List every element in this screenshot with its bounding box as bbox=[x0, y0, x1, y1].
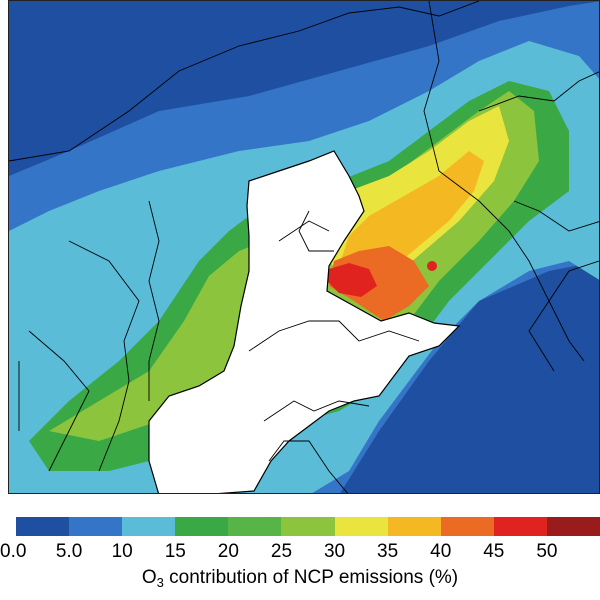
administrative-boundaries bbox=[9, 1, 599, 493]
ozone-contribution-map bbox=[9, 1, 599, 493]
colorbar-tick-label: 5.0 bbox=[55, 541, 83, 562]
colorbar-tick-label: 10 bbox=[111, 541, 133, 562]
band-40-45 bbox=[327, 263, 377, 297]
colorbar-cell bbox=[334, 517, 388, 536]
ncp-masked-region bbox=[148, 150, 461, 493]
colorbar-cell bbox=[228, 517, 282, 536]
colorbar-cell bbox=[281, 517, 335, 536]
colorbar-cell bbox=[122, 517, 176, 536]
colorbar-cell bbox=[16, 517, 70, 536]
colorbar-tick-label: 40 bbox=[430, 541, 452, 562]
colorbar-cell bbox=[387, 517, 441, 536]
colorbar-tick-label: 25 bbox=[270, 541, 293, 562]
colorbar-tick-label: 20 bbox=[217, 541, 239, 562]
colorbar-tick-labels: 0.0 5.0 10 15 20 25 30 35 40 45 50 bbox=[0, 541, 600, 565]
colorbar-cell bbox=[493, 517, 547, 536]
colorbar-cell bbox=[546, 517, 600, 536]
colorbar-tick-label: 35 bbox=[377, 541, 399, 562]
colorbar-title-prefix: O bbox=[141, 567, 157, 588]
colorbar-cell bbox=[175, 517, 229, 536]
colorbar-title-suffix: contribution of NCP emissions (%) bbox=[163, 567, 459, 588]
map-frame bbox=[8, 0, 600, 494]
colorbar-tick-label: 15 bbox=[164, 541, 186, 562]
colorbar-tick-label: 30 bbox=[323, 541, 346, 562]
colorbar-title: O3 contribution of NCP emissions (%) bbox=[0, 567, 600, 590]
colorbar-cell bbox=[69, 517, 123, 536]
colorbar-tick-label: 0.0 bbox=[0, 541, 27, 562]
colorbar-tick-label: 45 bbox=[483, 541, 505, 562]
colorbar-title-subscript: 3 bbox=[156, 575, 164, 590]
colorbar bbox=[16, 517, 600, 536]
colorbar-tick-label: 50 bbox=[536, 541, 558, 562]
band-45-50 bbox=[427, 261, 437, 271]
colorbar-cell bbox=[440, 517, 494, 536]
